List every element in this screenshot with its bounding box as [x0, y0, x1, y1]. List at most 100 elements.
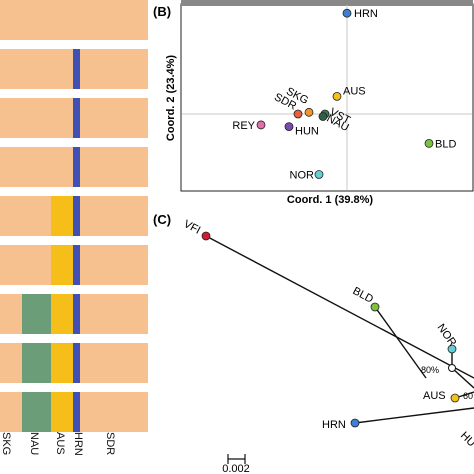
row-gap — [148, 343, 150, 383]
structure-row — [0, 98, 150, 138]
point-nor — [314, 170, 324, 179]
scale-label: 0.002 — [222, 463, 250, 474]
leaf-bld — [370, 302, 380, 312]
structure-cell-nau — [22, 49, 51, 89]
structure-cell-sdr — [80, 98, 150, 138]
structure-cell-skg — [0, 343, 22, 383]
structure-cell-sdr — [80, 49, 150, 89]
structure-cell-skg — [0, 392, 22, 432]
structure-cell-sdr — [80, 392, 150, 432]
structure-cell-sdr — [80, 294, 150, 334]
structure-cell-nau — [22, 245, 51, 285]
structure-cell-aus — [51, 49, 73, 89]
panel-b-top-band — [181, 0, 473, 6]
panel-c-tree: VFI BLD NOR AUS HRN HU 80% 60 — [182, 218, 474, 449]
panel-a-structure-plot: SKG NAU AUS HRN SDR — [0, 0, 150, 474]
structure-cell-nau — [22, 196, 51, 236]
point-aus — [332, 91, 342, 101]
row-gap — [148, 147, 150, 187]
structure-cell-hrn — [73, 98, 80, 138]
structure-cell-nau — [22, 0, 51, 40]
structure-cell-skg — [0, 196, 22, 236]
structure-row — [0, 49, 150, 89]
leaf-aus — [450, 393, 460, 403]
branch-hrn — [354, 407, 474, 424]
structure-cell-sdr — [80, 343, 150, 383]
structure-cell-skg — [0, 49, 22, 89]
point-label-rey: REY — [232, 120, 255, 132]
row-gap — [148, 49, 150, 89]
structure-cell-hrn — [73, 294, 80, 334]
structure-cell-nau — [22, 392, 51, 432]
structure-cell-sdr — [80, 196, 150, 236]
structure-cell-aus — [51, 196, 73, 236]
structure-row — [0, 0, 150, 40]
branch-inner — [451, 367, 474, 389]
panel-b-tag: (B) — [153, 4, 171, 19]
structure-cell-hrn — [73, 343, 80, 383]
leaf-hrn — [350, 418, 360, 428]
structure-row — [0, 294, 150, 334]
structure-cell-aus — [51, 0, 73, 40]
point-label-nor: NOR — [290, 169, 315, 181]
leaf-vfi — [201, 231, 211, 241]
label-aus: AUS — [423, 390, 446, 402]
row-gap — [148, 392, 150, 432]
structure-cell-aus — [51, 294, 73, 334]
structure-cell-nau — [22, 343, 51, 383]
branch-vfi — [205, 235, 474, 379]
structure-cell-nau — [22, 147, 51, 187]
row-gap — [148, 294, 150, 334]
structure-row — [0, 147, 150, 187]
point-label-bld: BLD — [435, 138, 456, 150]
structure-cell-hrn — [73, 49, 80, 89]
point-nau — [318, 112, 328, 121]
structure-cell-skg — [0, 0, 22, 40]
panel-b-frame — [180, 3, 474, 192]
structure-cell-sdr — [80, 147, 150, 187]
row-gap — [148, 245, 150, 285]
structure-cell-hrn — [73, 392, 80, 432]
structure-cell-skg — [0, 98, 22, 138]
point-skg — [304, 107, 314, 117]
structure-cell-nau — [22, 294, 51, 334]
point-label-aus: AUS — [343, 85, 366, 97]
point-label-hrn: HRN — [354, 8, 378, 20]
structure-cell-sdr — [80, 0, 150, 40]
point-hrn — [342, 8, 352, 18]
label-hu: HU — [458, 430, 474, 450]
row-gap — [148, 0, 150, 40]
point-hun — [284, 122, 294, 131]
structure-row — [0, 196, 150, 236]
structure-cell-skg — [0, 245, 22, 285]
panel-b-xlabel: Coord. 1 (39.8%) — [287, 194, 374, 206]
structure-row — [0, 245, 150, 285]
structure-cell-hrn — [73, 0, 80, 40]
point-label-hun: HUN — [295, 126, 319, 138]
label-nor: NOR — [435, 322, 459, 349]
label-hrn: HRN — [322, 419, 346, 431]
structure-cell-hrn — [73, 196, 80, 236]
point-rey — [256, 120, 266, 130]
structure-cell-aus — [51, 245, 73, 285]
structure-cell-skg — [0, 294, 22, 334]
panel-c-tag: (C) — [153, 212, 171, 227]
support-60: 60 — [463, 391, 473, 401]
row-gap — [148, 196, 150, 236]
leaf-nor — [447, 344, 457, 354]
row-gap — [148, 98, 150, 138]
panel-b-ylabel: Coord. 2 (23.4%) — [165, 55, 177, 142]
structure-cell-aus — [51, 392, 73, 432]
label-bld: BLD — [351, 285, 376, 306]
point-sdr — [293, 109, 303, 119]
structure-cell-aus — [51, 98, 73, 138]
structure-cell-nau — [22, 98, 51, 138]
scale-bar: 0.002 — [222, 454, 250, 474]
structure-cell-aus — [51, 147, 73, 187]
structure-row — [0, 392, 150, 432]
support-80: 80% — [421, 365, 439, 375]
structure-cell-sdr — [80, 245, 150, 285]
structure-cell-aus — [51, 343, 73, 383]
